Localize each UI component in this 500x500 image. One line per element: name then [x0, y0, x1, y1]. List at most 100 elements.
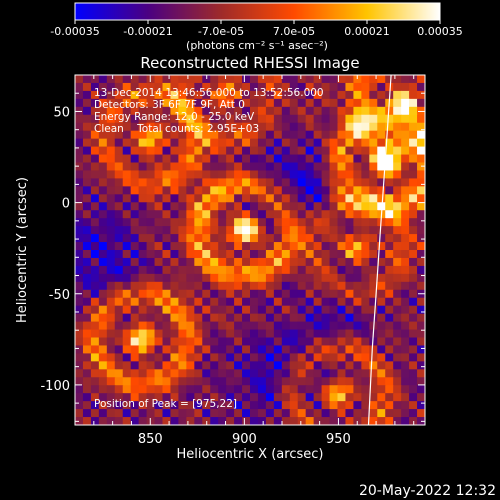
heatmap-cell [154, 154, 164, 164]
heatmap-cell [186, 178, 195, 187]
heatmap-cell [170, 337, 179, 347]
heatmap-cell [353, 210, 362, 219]
heatmap-cell [250, 313, 259, 323]
heatmap-cell [321, 250, 331, 259]
heatmap-cell [369, 417, 378, 425]
heatmap-cell [369, 361, 378, 370]
heatmap-cell [409, 130, 418, 140]
heatmap-cell [234, 202, 243, 211]
heatmap-cell [242, 90, 251, 100]
heatmap-cell [393, 98, 402, 108]
heatmap-cell [345, 130, 354, 140]
heatmap-cell [297, 75, 307, 84]
heatmap-cell [250, 170, 259, 179]
heatmap-cell [130, 186, 140, 195]
heatmap-cell [377, 337, 386, 347]
heatmap-cell [106, 417, 116, 425]
heatmap-cell [337, 218, 347, 227]
heatmap-cell [178, 234, 187, 243]
heatmap-cell [82, 337, 92, 347]
heatmap-cell [305, 369, 315, 378]
heatmap-cell [170, 297, 179, 307]
heatmap-cell [393, 337, 402, 347]
heatmap-cell [130, 202, 140, 211]
heatmap-cell [321, 210, 331, 219]
heatmap-cell [122, 170, 132, 179]
heatmap-cell [202, 75, 211, 84]
heatmap-cell [417, 226, 425, 235]
heatmap-cell [146, 329, 156, 339]
heatmap-cell [138, 122, 148, 132]
heatmap-cell [273, 409, 283, 418]
heatmap-cell [114, 138, 124, 148]
heatmap-cell [273, 313, 283, 323]
heatmap-cell [146, 401, 156, 410]
heatmap-cell [186, 122, 195, 132]
heatmap-cell [226, 329, 235, 339]
heatmap-cell [257, 337, 267, 347]
heatmap-cell [417, 265, 425, 275]
heatmap-cell [297, 138, 307, 148]
heatmap-cell [186, 369, 195, 378]
heatmap-cell [265, 250, 275, 259]
heatmap-cell [90, 82, 100, 92]
heatmap-cell [218, 257, 227, 267]
heatmap-cell [210, 194, 219, 203]
heatmap-cell [377, 170, 386, 179]
heatmap-cell [218, 98, 227, 108]
heatmap-cell [234, 393, 243, 402]
heatmap-cell [202, 369, 211, 378]
heatmap-cell [114, 337, 124, 347]
heatmap-cell [106, 385, 116, 394]
heatmap-cell [313, 417, 323, 425]
heatmap-cell [273, 114, 283, 124]
heatmap-cell [417, 122, 425, 132]
heatmap-cell [297, 162, 307, 172]
heatmap-cell [377, 297, 386, 307]
heatmap-cell [106, 369, 116, 378]
heatmap-cell [337, 401, 347, 410]
heatmap-cell [202, 250, 211, 259]
heatmap-cell [417, 234, 425, 243]
heatmap-cell [393, 345, 402, 354]
heatmap-cell [393, 162, 402, 172]
heatmap-cell [273, 289, 283, 299]
heatmap-cell [178, 321, 187, 331]
heatmap-cell [273, 329, 283, 339]
heatmap-cell [265, 345, 275, 354]
heatmap-cell [313, 337, 323, 347]
heatmap-cell [202, 82, 211, 92]
heatmap-cell [305, 337, 315, 347]
heatmap-cell [218, 297, 227, 307]
heatmap-cell [82, 297, 92, 307]
heatmap-cell [106, 257, 116, 267]
heatmap-cell [162, 305, 172, 315]
heatmap-cell [329, 75, 339, 84]
heatmap-cell [194, 242, 203, 251]
heatmap-cell [321, 281, 331, 291]
heatmap-cell [369, 154, 378, 164]
heatmap-cell [186, 313, 195, 323]
heatmap-cell [313, 90, 323, 100]
heatmap-cell [114, 385, 124, 394]
heatmap-cell [242, 289, 251, 299]
heatmap-cell [409, 90, 418, 100]
heatmap-cell [337, 98, 347, 108]
heatmap-cell [146, 90, 156, 100]
colorbar [74, 2, 441, 21]
heatmap-cell [234, 98, 243, 108]
heatmap-cell [186, 321, 195, 331]
heatmap-cell [234, 130, 243, 140]
heatmap-cell [297, 289, 307, 299]
heatmap-cell [82, 202, 92, 211]
heatmap-cell [377, 321, 386, 331]
heatmap-cell [409, 75, 418, 84]
heatmap-cell [250, 353, 259, 362]
heatmap-cell [289, 138, 299, 148]
heatmap-cell [250, 417, 259, 425]
heatmap-cell [146, 321, 156, 331]
heatmap-cell [313, 234, 323, 243]
heatmap-cell [242, 218, 251, 227]
heatmap-cell [75, 242, 84, 251]
heatmap-cell [106, 202, 116, 211]
